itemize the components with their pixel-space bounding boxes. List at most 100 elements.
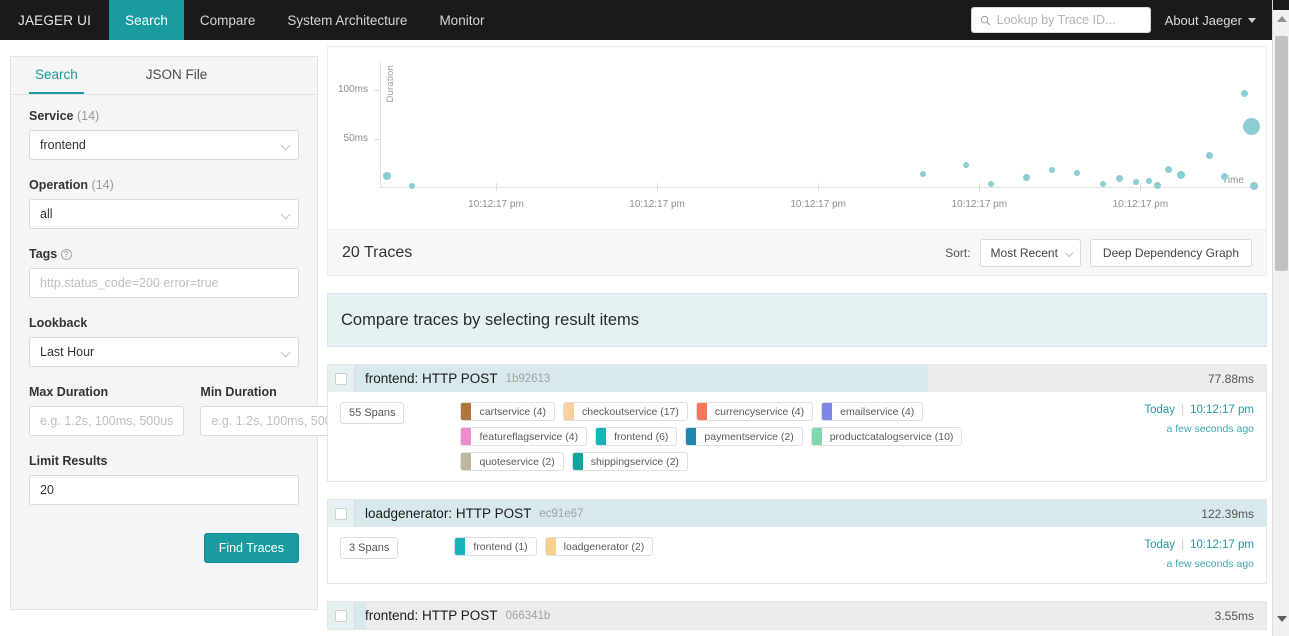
service-color-swatch	[696, 403, 707, 420]
service-tag-label: checkoutservice (17)	[582, 405, 679, 418]
trace-select-checkbox[interactable]	[335, 372, 347, 385]
scrollbar-thumb[interactable]	[1275, 36, 1288, 271]
max-duration-label: Max Duration	[29, 385, 109, 399]
find-traces-button[interactable]: Find Traces	[203, 533, 299, 563]
nav-item-compare[interactable]: Compare	[199, 12, 256, 28]
y-axis-label: Duration	[385, 65, 396, 103]
service-color-swatch	[572, 453, 583, 470]
service-color-swatch	[545, 538, 556, 555]
trace-timestamp-group: Today | 10:12:17 pm a few seconds ago	[1144, 402, 1254, 471]
divider: |	[1181, 404, 1185, 416]
brand-logo[interactable]: JAEGER UI	[18, 12, 92, 28]
scatter-point[interactable]	[1074, 169, 1081, 176]
scroll-up-arrow-icon[interactable]	[1277, 16, 1287, 22]
service-color-swatch	[461, 453, 472, 470]
tags-placeholder-text: http.status_code=200 error=true	[40, 276, 219, 290]
scatter-point[interactable]	[1022, 174, 1030, 182]
trace-title[interactable]: frontend: HTTP POST 066341b	[355, 602, 550, 629]
trace-id: 066341b	[505, 609, 551, 622]
service-tag-list: cartservice (4) checkoutservice (17) curre…	[460, 402, 1020, 471]
main-content: Duration 100ms 50ms 10:12:17 pm 10:12:17 pm 1…	[327, 46, 1269, 636]
lookback-select[interactable]: Last Hour	[29, 337, 299, 367]
scatter-point[interactable]	[1115, 175, 1123, 183]
scatter-point[interactable]	[1206, 152, 1214, 160]
service-tag-label: quoteservice (2)	[479, 455, 555, 468]
scatter-point[interactable]	[1241, 90, 1249, 98]
scatter-point[interactable]	[1146, 177, 1153, 184]
trace-result-card[interactable]: frontend: HTTP POST 1b92613 77.88ms 55 Span…	[327, 364, 1267, 482]
question-mark-icon[interactable]: ?	[60, 249, 72, 260]
scatter-point[interactable]	[1048, 167, 1055, 174]
trace-duration: 3.55ms	[1214, 608, 1254, 623]
nav-item-system-architecture[interactable]: System Architecture	[287, 12, 408, 28]
page-scrollbar[interactable]	[1272, 0, 1289, 636]
trace-result-card[interactable]: frontend: HTTP POST 066341b 3.55ms	[327, 601, 1267, 630]
trace-relative-time: a few seconds ago	[1166, 558, 1254, 570]
scatter-point[interactable]	[962, 162, 969, 169]
trace-select-checkbox-cell[interactable]	[328, 500, 355, 527]
trace-scatter-chart[interactable]: Duration 100ms 50ms 10:12:17 pm 10:12:17 pm 1…	[327, 46, 1267, 229]
trace-result-card[interactable]: loadgenerator: HTTP POST ec91e67 122.39ms 3…	[327, 499, 1267, 584]
y-axis-tick-label: 50ms	[343, 132, 368, 144]
limit-results-input[interactable]: 20	[29, 475, 299, 505]
scatter-point[interactable]	[1243, 118, 1261, 136]
trace-select-checkbox-cell[interactable]	[328, 365, 355, 392]
trace-card-header[interactable]: loadgenerator: HTTP POST ec91e67 122.39ms	[328, 500, 1266, 527]
scatter-point[interactable]	[1164, 166, 1172, 174]
trace-select-checkbox[interactable]	[335, 609, 347, 622]
x-axis-tick-label: 10:12:17 pm	[951, 199, 1008, 210]
chevron-down-icon	[280, 209, 291, 220]
service-color-swatch	[461, 428, 472, 445]
service-tag-label: currencyservice (4)	[714, 405, 805, 418]
tab-search[interactable]: Search	[29, 57, 84, 94]
tags-input[interactable]: http.status_code=200 error=true	[29, 268, 299, 298]
scatter-point[interactable]	[1249, 181, 1258, 190]
traces-count: 20 Traces	[342, 243, 413, 261]
lookback-label: Lookback	[29, 316, 88, 330]
trace-duration: 122.39ms	[1201, 506, 1254, 521]
scatter-point[interactable]	[988, 180, 995, 187]
scatter-point[interactable]	[1176, 170, 1185, 179]
sort-select[interactable]: Most Recent	[979, 238, 1081, 267]
search-sidebar: Search JSON File Service (14) frontend O…	[10, 56, 356, 610]
about-jaeger-menu[interactable]: About Jaeger	[1165, 13, 1256, 28]
trace-select-checkbox[interactable]	[335, 507, 347, 520]
service-tag-label: cartservice (4)	[479, 405, 546, 418]
trace-date: Today	[1144, 539, 1176, 551]
trace-id-lookup-input[interactable]: Lookup by Trace ID...	[970, 7, 1151, 33]
trace-title[interactable]: frontend: HTTP POST 1b92613	[355, 365, 550, 392]
nav-item-search[interactable]: Search	[109, 0, 184, 40]
service-color-swatch	[686, 428, 697, 445]
trace-title[interactable]: loadgenerator: HTTP POST ec91e67	[355, 500, 583, 527]
trace-relative-time: a few seconds ago	[1166, 423, 1254, 435]
scatter-point[interactable]	[1153, 182, 1161, 190]
trace-duration-bar	[328, 500, 1266, 527]
search-icon	[980, 15, 991, 25]
service-select[interactable]: frontend	[29, 130, 299, 160]
service-tag: quoteservice (2)	[460, 452, 564, 471]
min-duration-placeholder-text: e.g. 1.2s, 100ms, 500us	[211, 414, 345, 428]
scroll-down-arrow-icon[interactable]	[1277, 616, 1287, 622]
service-color-swatch	[461, 403, 472, 420]
tab-json-file[interactable]: JSON File	[145, 67, 208, 82]
trace-select-checkbox-cell[interactable]	[328, 602, 355, 629]
scatter-point[interactable]	[383, 172, 392, 181]
service-tag-label: loadgenerator (2)	[563, 540, 645, 553]
scatter-point[interactable]	[408, 182, 415, 189]
operation-select[interactable]: all	[29, 199, 299, 229]
deep-dependency-graph-button[interactable]: Deep Dependency Graph	[1089, 238, 1252, 267]
x-axis-tick-mark	[495, 183, 497, 191]
trace-card-header[interactable]: frontend: HTTP POST 066341b 3.55ms	[328, 602, 1266, 629]
scatter-point[interactable]	[1221, 173, 1229, 181]
max-duration-input[interactable]: e.g. 1.2s, 100ms, 500us	[29, 406, 185, 436]
max-duration-placeholder-text: e.g. 1.2s, 100ms, 500us	[40, 414, 174, 428]
service-tag: featureflagservice (4)	[460, 427, 588, 446]
scatter-point[interactable]	[1099, 181, 1106, 188]
limit-results-value: 20	[40, 483, 54, 497]
scatter-point[interactable]	[920, 171, 927, 178]
results-toolbar-right: Sort: Most Recent Deep Dependency Graph	[945, 238, 1252, 267]
trace-card-header[interactable]: frontend: HTTP POST 1b92613 77.88ms	[328, 365, 1266, 392]
scatter-point[interactable]	[1132, 178, 1139, 185]
nav-item-monitor[interactable]: Monitor	[439, 12, 485, 28]
